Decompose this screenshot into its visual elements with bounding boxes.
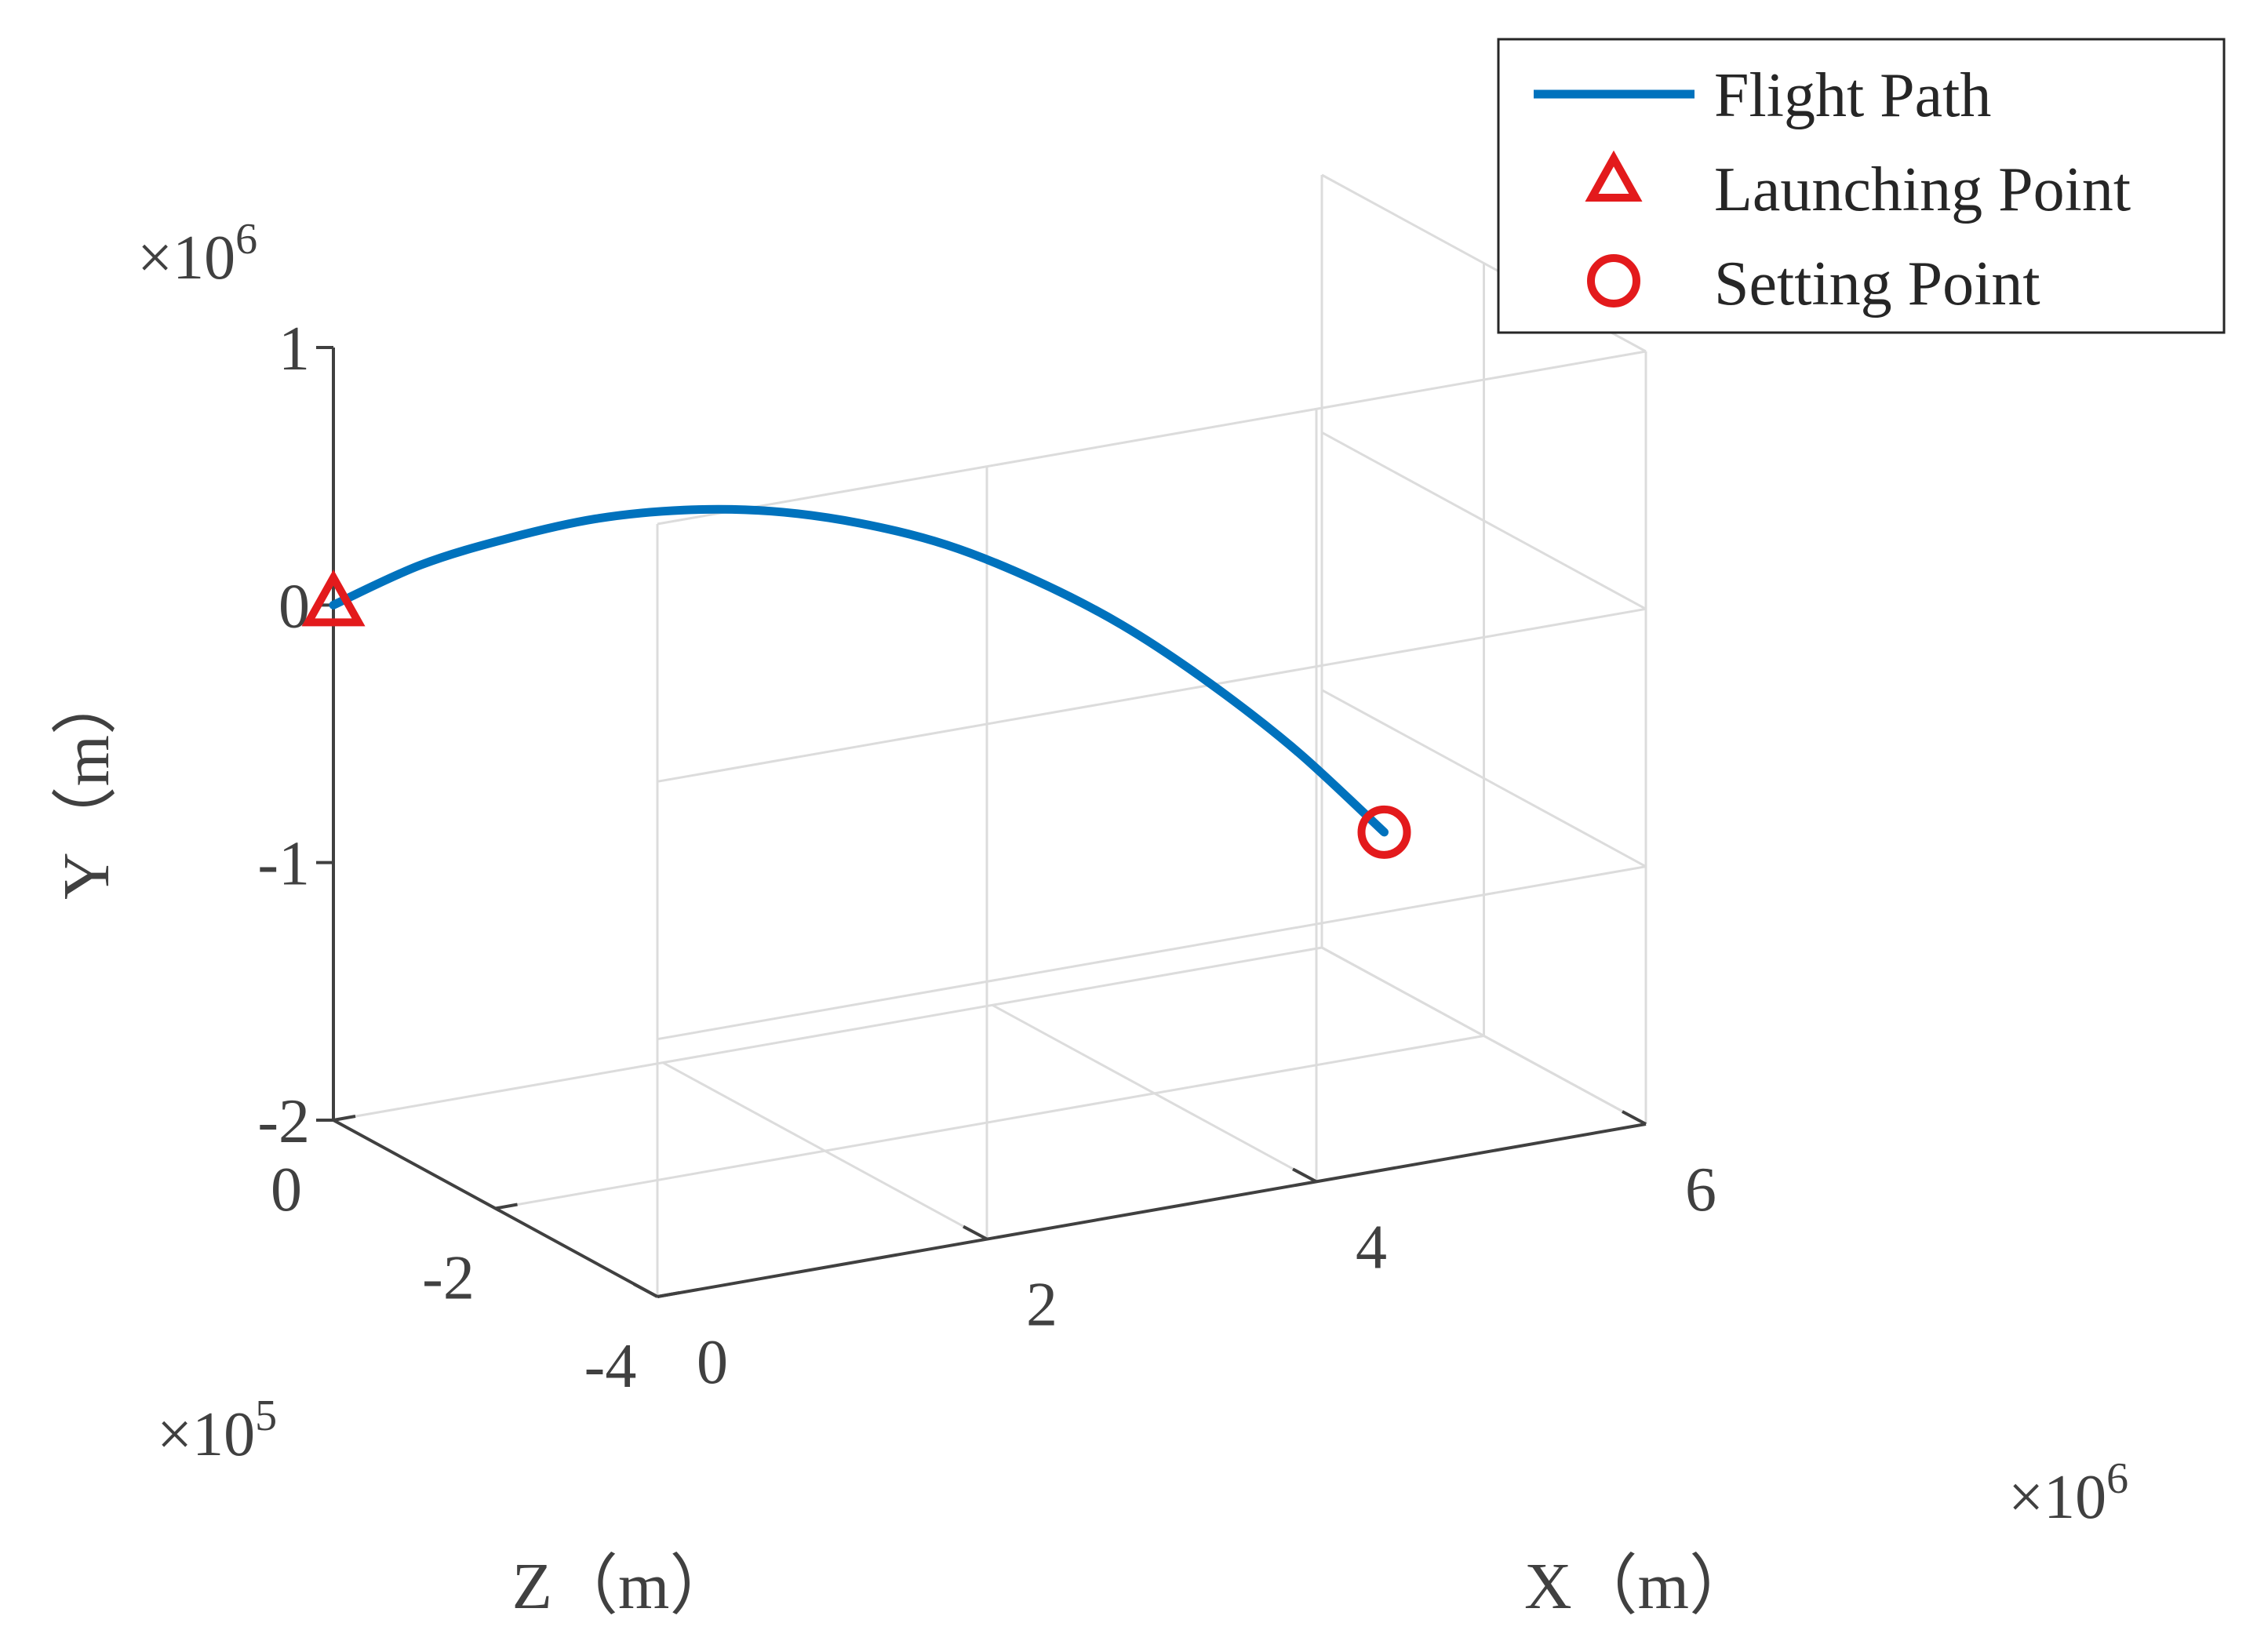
x-tick	[1622, 1110, 1647, 1126]
x-tick-label: 0	[697, 1328, 728, 1397]
grid-line	[333, 946, 1323, 1122]
x-tick	[633, 1283, 658, 1298]
legend-triangle-swatch	[1585, 150, 1643, 202]
grid-line	[1321, 431, 1647, 610]
legend-circle-swatch	[1587, 254, 1640, 307]
legend-label-setting-point: Setting Point	[1714, 249, 2040, 318]
y-tick-label: 0	[278, 572, 310, 641]
grid-line	[657, 350, 1647, 526]
z-tick-labels: 0 -2 -4	[271, 1155, 636, 1401]
z-tick	[657, 1291, 680, 1298]
z-tick-label: 0	[271, 1155, 302, 1224]
flight-path-line	[329, 504, 1389, 837]
z-tick-label: -2	[422, 1244, 475, 1313]
x-axis-title: X（m）	[1524, 1550, 1755, 1623]
grid-line	[1321, 946, 1647, 1126]
axes-layer	[316, 346, 1647, 1298]
z-tick	[333, 1115, 356, 1122]
x-tick-label: 6	[1685, 1155, 1716, 1224]
x-tick-label: 4	[1356, 1213, 1387, 1282]
y-tick-label: 1	[278, 315, 310, 384]
y-exponent-label: ×106	[137, 215, 257, 293]
plot-area	[301, 504, 1411, 859]
z-axis-title: Z（m）	[512, 1550, 736, 1623]
y-axis-title: Y（m）	[50, 669, 123, 900]
grid-line	[1321, 689, 1647, 868]
grid-line	[495, 1035, 1484, 1210]
setting-point-marker	[1357, 805, 1411, 859]
x-tick	[963, 1224, 988, 1241]
z-tick-label: -4	[584, 1332, 637, 1401]
y-tick-label: -1	[257, 830, 310, 899]
grid-line	[657, 607, 1647, 783]
grid-layer	[333, 173, 1647, 1298]
legend-box	[1497, 38, 2226, 334]
grid-line	[657, 865, 1647, 1041]
x-exponent-label: ×106	[2008, 1454, 2128, 1532]
x-tick-labels: 0 2 4 6	[697, 1155, 1716, 1397]
launching-point-marker	[301, 569, 366, 627]
x-tick	[1292, 1167, 1317, 1184]
z-exponent-label: ×105	[157, 1392, 277, 1469]
x-tick-label: 2	[1026, 1271, 1057, 1340]
z-tick	[495, 1203, 518, 1210]
y-tick-label: -2	[257, 1087, 310, 1156]
x-axis-line	[657, 1123, 1647, 1298]
legend-label-launching-point: Launching Point	[1714, 155, 2131, 224]
y-tick-labels: -2 -1 0 1	[257, 315, 310, 1156]
legend-label-flight-path: Flight Path	[1714, 61, 1991, 130]
legend: Flight Path Launching Point Setting Poin…	[1497, 38, 2226, 334]
